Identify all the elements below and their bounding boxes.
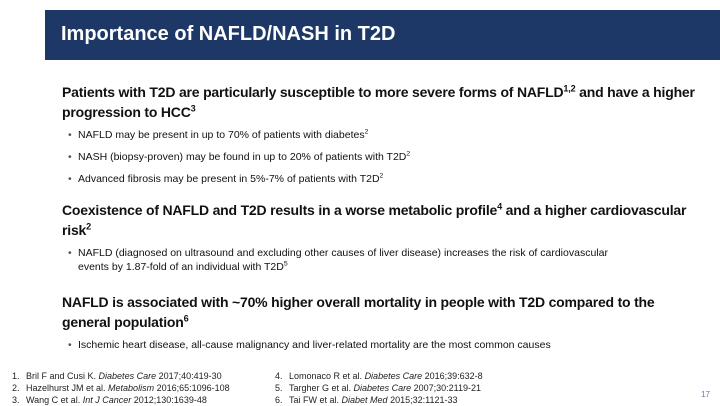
- reference: 5. Targher G et al. Diabetes Care 2007;30…: [275, 382, 483, 394]
- reference: 6. Tai FW et al. Diabet Med 2015;32:1121-…: [275, 394, 483, 406]
- text: Patients with T2D are particularly susce…: [62, 84, 564, 100]
- bullet: NAFLD may be present in up to 70% of pat…: [68, 128, 638, 142]
- ref-citation: 2007;30:2119-21: [413, 383, 481, 393]
- page-number: 17: [701, 390, 710, 399]
- references: 4. Lomonaco R et al. Diabetes Care 2016;3…: [275, 370, 483, 406]
- reference: 2. Hazelhurst JM et al. Metabolism 2016;6…: [12, 382, 230, 394]
- superscript: 2: [406, 150, 411, 158]
- ref-number: 3.: [12, 395, 20, 405]
- references: 1. Bril F and Cusi K. Diabetes Care 2017;…: [12, 370, 230, 406]
- ref-number: 2.: [12, 383, 20, 393]
- ref-authors: Targher G et al.: [289, 383, 352, 393]
- bullet: Advanced fibrosis may be present in 5%-7…: [68, 172, 638, 186]
- ref-journal: Metabolism: [108, 383, 155, 393]
- superscript: 5: [283, 260, 288, 268]
- reference: 3. Wang C et al. Int J Cancer 2012;130:16…: [12, 394, 230, 406]
- superscript: 6: [183, 313, 189, 324]
- ref-authors: Wang C et al.: [26, 395, 81, 405]
- text: Advanced fibrosis may be present in 5%-7…: [78, 173, 380, 185]
- text: Coexistence of NAFLD and T2D results in …: [62, 202, 498, 218]
- bullet: NASH (biopsy-proven) may be found in up …: [68, 150, 638, 164]
- text: and a higher cardiovascular risk: [62, 202, 687, 238]
- ref-journal: Diabetes Care: [364, 371, 423, 381]
- superscript: 4: [497, 201, 502, 212]
- reference: 1. Bril F and Cusi K. Diabetes Care 2017;…: [12, 370, 230, 382]
- ref-citation: 2012;130:1639-48: [133, 395, 207, 405]
- bullet: Ischemic heart disease, all-cause malign…: [68, 338, 638, 352]
- ref-authors: Bril F and Cusi K.: [26, 371, 97, 381]
- bullet-list: NAFLD may be present in up to 70% of pat…: [62, 128, 702, 186]
- superscript: 1,2: [563, 83, 576, 94]
- ref-journal: Diabet Med: [341, 395, 388, 405]
- text: NASH (biopsy-proven) may be found in up …: [78, 151, 407, 163]
- superscript: 3: [190, 103, 196, 114]
- superscript: 2: [379, 172, 384, 180]
- text: NAFLD is associated with ~70% higher ove…: [62, 294, 655, 330]
- title-bar: Importance of NAFLD/NASH in T2D: [45, 10, 720, 60]
- superscript: 2: [364, 128, 369, 136]
- ref-number: 4.: [275, 371, 283, 381]
- text: NAFLD (diagnosed on ultrasound and exclu…: [78, 247, 608, 273]
- ref-journal: Diabetes Care: [98, 371, 157, 381]
- section: Patients with T2D are particularly susce…: [62, 82, 702, 194]
- ref-citation: 2016;39:632-8: [424, 371, 483, 381]
- ref-journal: Diabetes Care: [353, 383, 412, 393]
- heading: NAFLD is associated with ~70% higher ove…: [62, 292, 702, 332]
- ref-authors: Hazelhurst JM et al.: [26, 383, 106, 393]
- ref-authors: Lomonaco R et al.: [289, 371, 363, 381]
- bullet: NAFLD (diagnosed on ultrasound and exclu…: [68, 246, 638, 274]
- ref-authors: Tai FW et al.: [289, 395, 340, 405]
- ref-citation: 2015;32:1121-33: [390, 395, 458, 405]
- bullet-list: Ischemic heart disease, all-cause malign…: [62, 338, 702, 352]
- ref-number: 1.: [12, 371, 20, 381]
- ref-citation: 2016;65:1096-108: [156, 383, 230, 393]
- text: and have a higher progression to HCC: [62, 84, 695, 120]
- section: NAFLD is associated with ~70% higher ove…: [62, 292, 702, 360]
- slide-title: Importance of NAFLD/NASH in T2D: [61, 23, 396, 45]
- reference: 4. Lomonaco R et al. Diabetes Care 2016;3…: [275, 370, 483, 382]
- superscript: 2: [86, 221, 91, 232]
- ref-citation: 2017;40:419-30: [158, 371, 222, 381]
- heading: Coexistence of NAFLD and T2D results in …: [62, 200, 702, 240]
- text: NAFLD may be present in up to 70% of pat…: [78, 129, 365, 141]
- bullet-list: NAFLD (diagnosed on ultrasound and exclu…: [62, 246, 702, 274]
- heading: Patients with T2D are particularly susce…: [62, 82, 702, 122]
- ref-number: 5.: [275, 383, 283, 393]
- section: Coexistence of NAFLD and T2D results in …: [62, 200, 702, 282]
- ref-journal: Int J Cancer: [82, 395, 132, 405]
- ref-number: 6.: [275, 395, 283, 405]
- text: Ischemic heart disease, all-cause malign…: [78, 339, 551, 351]
